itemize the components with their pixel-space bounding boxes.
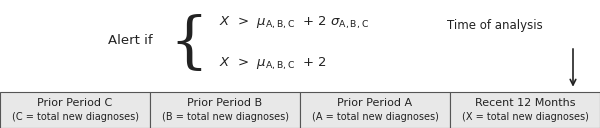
Text: Prior Period B: Prior Period B [187,98,263,108]
Bar [300,92,450,128]
Text: (A = total new diagnoses): (A = total new diagnoses) [311,112,439,122]
Text: $X$  >  $\mu_{\mathregular{A,B,C}}$  + 2: $X$ > $\mu_{\mathregular{A,B,C}}$ + 2 [219,56,327,72]
Text: Recent 12 Months: Recent 12 Months [475,98,575,108]
Bar [450,92,600,128]
Text: Alert if: Alert if [109,34,153,47]
Text: Time of analysis: Time of analysis [447,19,543,32]
Text: (X = total new diagnoses): (X = total new diagnoses) [461,112,589,122]
Text: (B = total new diagnoses): (B = total new diagnoses) [161,112,289,122]
Text: $X$  >  $\mu_{\mathregular{A,B,C}}$  + 2 $\sigma_{\mathregular{A,B,C}}$: $X$ > $\mu_{\mathregular{A,B,C}}$ + 2 $\… [219,15,369,31]
Bar [0,92,150,128]
Bar [150,92,300,128]
Text: {: { [170,14,208,73]
Text: (C = total new diagnoses): (C = total new diagnoses) [11,112,139,122]
Text: Prior Period A: Prior Period A [337,98,413,108]
Text: Prior Period C: Prior Period C [37,98,113,108]
